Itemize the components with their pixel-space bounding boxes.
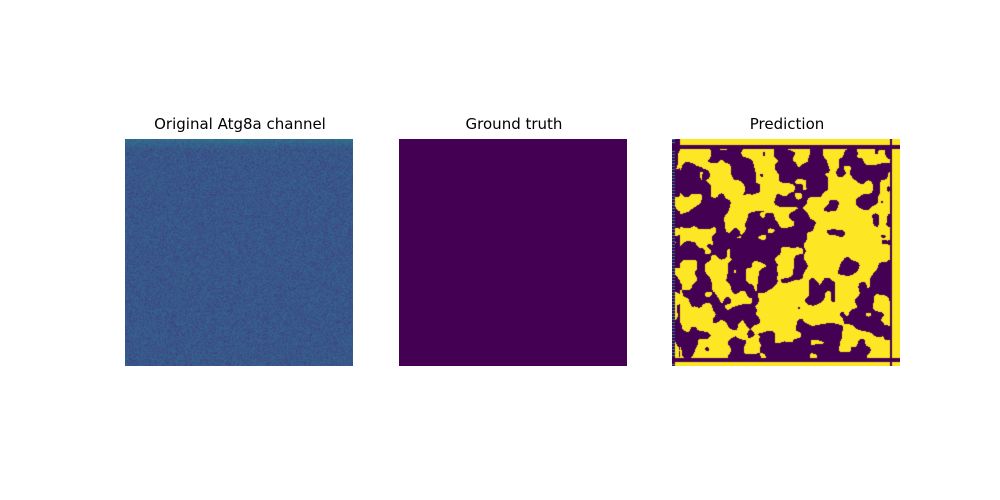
panel-title: Original Atg8a channel: [154, 115, 326, 133]
ground-truth-image: [399, 139, 627, 366]
panel-title: Ground truth: [465, 115, 563, 133]
panel-original-channel: Original Atg8a channel: [125, 114, 355, 366]
prediction-image: [672, 139, 900, 366]
original-channel-image: [125, 139, 353, 366]
panel-title: Prediction: [749, 115, 825, 133]
panel-prediction: Prediction: [672, 114, 902, 366]
panel-ground-truth: Ground truth: [399, 114, 629, 366]
